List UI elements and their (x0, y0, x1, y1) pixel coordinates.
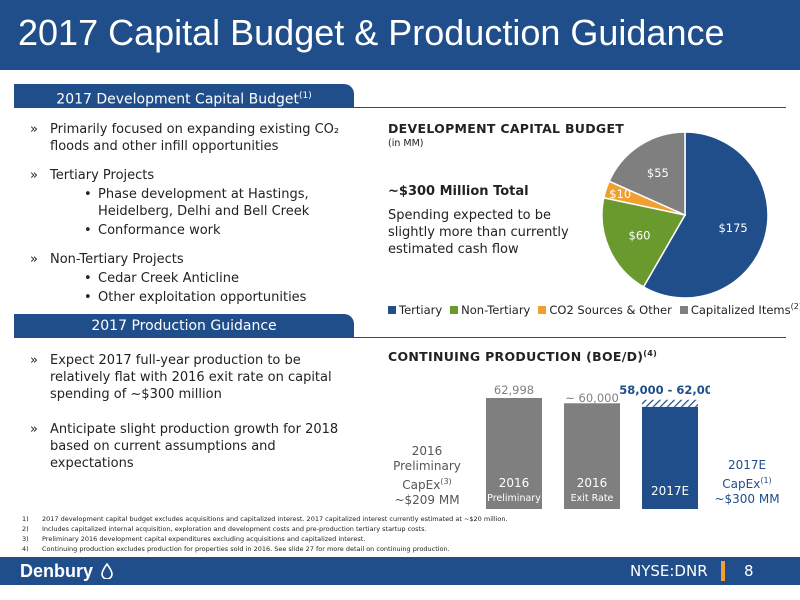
production-bullet: Anticipate slight production growth for … (30, 421, 350, 472)
capex-2016-sup: (3) (440, 477, 452, 486)
pie-slice-label: $60 (629, 228, 651, 242)
capital-sub-bullet: Other exploitation opportunities (50, 289, 350, 306)
pie-slice-label: $10 (609, 187, 631, 201)
production-heading-footnote-ref: (4) (643, 349, 658, 358)
capex-2016-line2: Preliminary (393, 459, 461, 473)
legend-footnote-ref: (2) (790, 302, 800, 311)
pie-slice-label: $55 (647, 166, 669, 180)
company-logo: Denbury (20, 561, 114, 582)
bar-value-label: ~ 60,000 (565, 391, 619, 405)
footnote-number: 2) (22, 525, 29, 533)
footer-separator (721, 561, 725, 581)
capital-budget-pie-chart: $175 $60 $10 $55 (601, 131, 769, 299)
bar-value-label: 58,000 - 62,000 (619, 383, 710, 397)
logo-text: Denbury (20, 561, 94, 581)
logo-drop-icon (101, 562, 113, 580)
footnote-text: Includes capitalized internal acquisitio… (42, 525, 427, 533)
production-chart-heading: CONTINUING PRODUCTION (BOE/D)(4) (388, 349, 657, 364)
production-heading-text: CONTINUING PRODUCTION (BOE/D) (388, 349, 644, 365)
legend-swatch (388, 306, 396, 315)
capital-bullet-text: Primarily focused on expanding existing … (50, 122, 340, 154)
production-bar (486, 398, 542, 509)
pie-slice-capitalized-items (608, 131, 686, 217)
bar-category-label: 2017E (651, 484, 689, 498)
legend-label: Capitalized Items (690, 302, 791, 317)
pie-slice-tertiary (642, 131, 769, 299)
capex-2017-line3: ~$300 MM (714, 492, 780, 506)
capital-bullet: Primarily focused on expanding existing … (30, 121, 350, 155)
production-bar-chart: 62,998 2016 Preliminary ~ 60,000 2016 Exit Ra… (486, 383, 710, 509)
legend-label: CO2 Sources & Other (549, 302, 672, 317)
capital-sub-bullet: Phase development at Hastings, Heidelber… (50, 186, 350, 220)
bar-category-label: 2016 (499, 476, 530, 490)
footnote: 1) 2017 development capital budget exclud… (22, 514, 508, 524)
capex-2017-sup: (1) (760, 476, 772, 485)
title-bar (0, 0, 800, 70)
production-section-tab: 2017 Production Guidance (14, 314, 354, 338)
capital-total-label: ~$300 Million Total (388, 184, 529, 199)
footnote-number: 3) (22, 535, 29, 543)
capital-chart-units: (in MM) (388, 138, 424, 149)
capital-bullet: Non-Tertiary Projects Cedar Creek Anticli… (30, 251, 350, 306)
bar-value-label: 62,998 (494, 383, 534, 397)
footnote: 3) Preliminary 2016 development capital e… (22, 534, 508, 544)
capex-2017-line2: CapEx (722, 477, 761, 491)
capital-sub-bullet: Cedar Creek Anticline (50, 270, 350, 287)
capex-2016-label: 2016 Preliminary CapEx(3) ~$209 MM (382, 444, 472, 508)
footnote-number: 1) (22, 515, 29, 523)
legend-swatch (450, 306, 459, 315)
capital-chart-heading: DEVELOPMENT CAPITAL BUDGET (388, 121, 625, 136)
legend-label: Tertiary (399, 302, 443, 317)
footnote: 4) Continuing production excludes product… (22, 544, 508, 554)
capex-2017-line1: 2017E (727, 458, 767, 472)
capital-sub-bullet: Conformance work (50, 222, 350, 239)
pie-slice-non-tertiary (601, 196, 687, 288)
capex-2016-line3: CapEx (402, 478, 441, 492)
production-bar (642, 406, 698, 509)
legend-label: Non-Tertiary (461, 302, 531, 317)
production-section-rule (14, 337, 786, 338)
capital-tab-footnote-ref: (1) (298, 91, 312, 101)
production-tab-label: 2017 Production Guidance (91, 318, 277, 334)
capital-section-rule (14, 107, 786, 108)
legend-item: Tertiary (388, 303, 442, 317)
legend-swatch (679, 306, 688, 315)
ticker-symbol: NYSE:DNR (630, 562, 708, 580)
bar-category-sublabel: Exit Rate (571, 493, 614, 504)
capex-2016-line1: 2016 (411, 444, 443, 458)
footnote-text: Preliminary 2016 development capital exp… (42, 535, 366, 543)
bar-category-sublabel: Preliminary (487, 493, 541, 504)
footer-bar (0, 557, 800, 585)
legend-item: Non-Tertiary (450, 303, 530, 317)
pie-legend: Tertiary Non-Tertiary CO2 Sources & Other C… (388, 302, 800, 317)
capex-2016-line4: ~$209 MM (394, 493, 460, 507)
legend-swatch (538, 306, 547, 315)
legend-item: Capitalized Items(2) (679, 302, 800, 317)
capital-note: Spending expected to be slightly more th… (388, 208, 569, 257)
footnote-text: Continuing production excludes productio… (42, 545, 450, 553)
page-number: 8 (744, 562, 754, 580)
capex-2017-label: 2017E CapEx(1) ~$300 MM (706, 458, 788, 507)
footnote-number: 4) (22, 545, 29, 553)
pie-slice-label: $175 (718, 221, 747, 235)
page-title: 2017 Capital Budget & Production Guidanc… (18, 12, 725, 53)
legend-item: CO2 Sources & Other (538, 302, 672, 317)
capital-section-tab: 2017 Development Capital Budget(1) (14, 84, 354, 108)
capital-bullet-text: Non-Tertiary Projects (50, 252, 184, 267)
footnote: 2) Includes capitalized internal acquisit… (22, 524, 508, 534)
capital-tab-label: 2017 Development Capital Budget (56, 91, 299, 108)
capital-bullets: Primarily focused on expanding existing … (30, 121, 350, 318)
production-bullets: Expect 2017 full-year production to be r… (30, 352, 350, 490)
production-bullet: Expect 2017 full-year production to be r… (30, 352, 350, 403)
production-bar (564, 403, 620, 509)
capital-bullet: Tertiary Projects Phase development at Ha… (30, 167, 350, 239)
capital-bullet-text: Tertiary Projects (50, 168, 155, 183)
footnote-text: 2017 development capital budget excludes… (42, 515, 508, 523)
footnotes: 1) 2017 development capital budget exclud… (22, 514, 508, 554)
bar-category-label: 2016 (577, 476, 608, 490)
production-range-band (642, 399, 698, 407)
